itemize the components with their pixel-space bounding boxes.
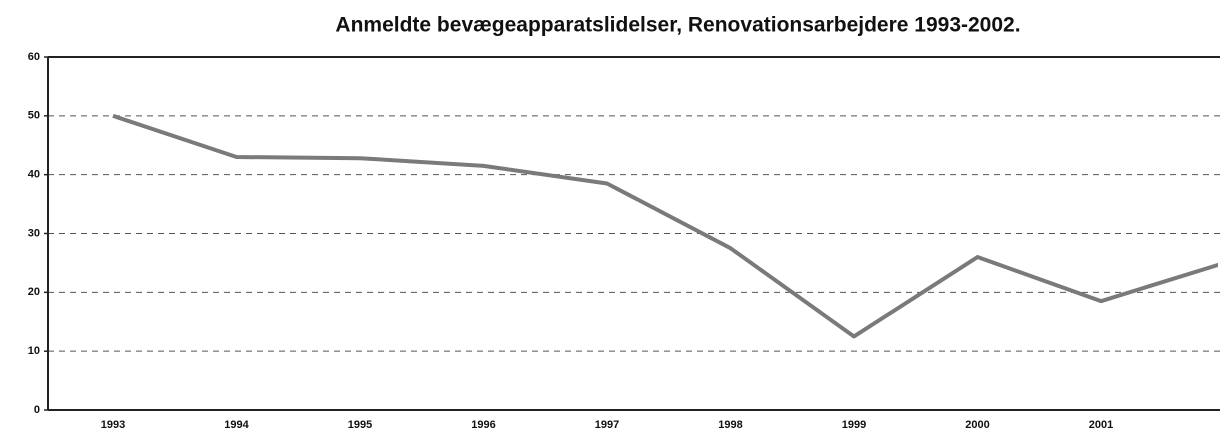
x-tick-label: 1994 (224, 419, 249, 431)
y-tick-label: 50 (28, 110, 40, 122)
x-tick-label: 1997 (595, 419, 619, 431)
y-tick-label: 10 (28, 345, 40, 357)
x-tick-label: 1998 (718, 419, 742, 431)
line-series (112, 113, 1218, 339)
x-tick-label: 1996 (471, 419, 495, 431)
chart-title: Anmeldte bevægeapparatslidelser, Renovat… (335, 14, 1020, 37)
x-tick-label: 1995 (348, 419, 372, 431)
x-tick-label: 2000 (965, 419, 989, 431)
y-tick-label: 60 (28, 51, 40, 63)
y-tick-label: 40 (28, 169, 40, 181)
y-tick-label: 30 (28, 227, 40, 239)
y-tick-label: 0 (34, 404, 40, 416)
x-tick-label: 1999 (842, 419, 866, 431)
x-tick-label: 2001 (1089, 419, 1113, 431)
y-tick-label: 20 (28, 286, 40, 298)
x-tick-label: 1993 (101, 419, 125, 431)
